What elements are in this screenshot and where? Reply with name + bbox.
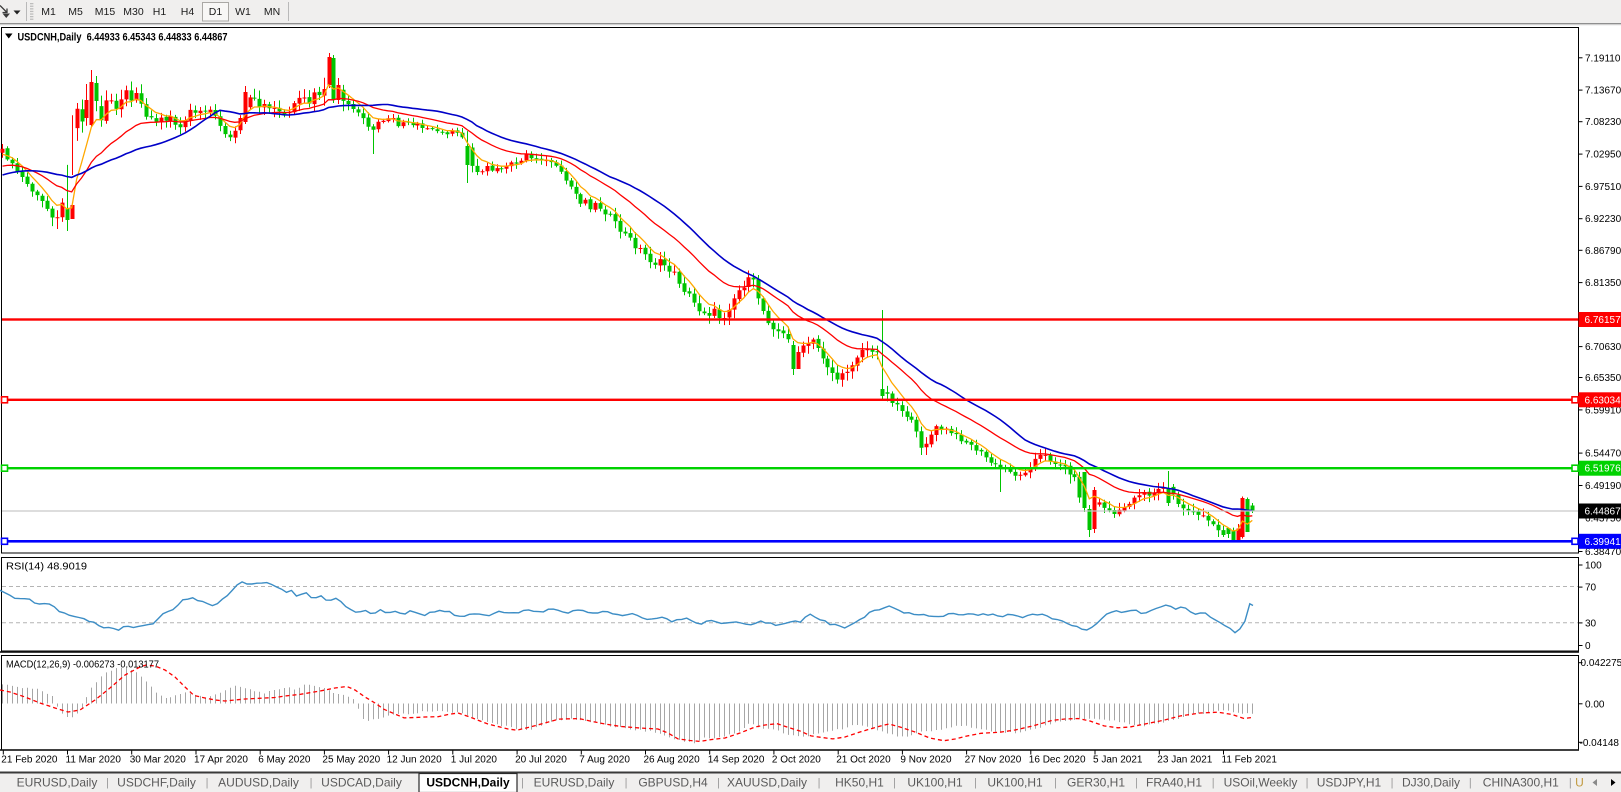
svg-text:1 Jul 2020: 1 Jul 2020 — [451, 755, 498, 766]
svg-text:21 Oct 2020: 21 Oct 2020 — [836, 755, 891, 766]
svg-text:6.63034: 6.63034 — [1585, 395, 1621, 406]
svg-text:M15: M15 — [95, 6, 116, 18]
svg-text:9 Nov 2020: 9 Nov 2020 — [900, 755, 952, 766]
svg-text:70: 70 — [1585, 583, 1597, 594]
svg-text:6.76157: 6.76157 — [1585, 315, 1621, 326]
svg-text:|: | — [206, 777, 209, 789]
svg-text:12 Jun 2020: 12 Jun 2020 — [387, 755, 442, 766]
svg-text:USDCNH,Daily 6.44933 6.45343: USDCNH,Daily 6.44933 6.45343 6.44833 6.4… — [18, 32, 228, 44]
svg-text:6.81350: 6.81350 — [1585, 278, 1621, 289]
svg-text:7.19110: 7.19110 — [1585, 53, 1621, 64]
svg-text:6.54470: 6.54470 — [1585, 449, 1621, 460]
svg-text:M1: M1 — [41, 6, 56, 18]
svg-text:XAUUSD,Daily: XAUUSD,Daily — [727, 776, 807, 790]
svg-text:6.86790: 6.86790 — [1585, 246, 1621, 257]
svg-text:|: | — [106, 777, 109, 789]
svg-text:|: | — [1135, 777, 1138, 789]
svg-text:6.97510: 6.97510 — [1585, 182, 1621, 193]
svg-text:USDCHF,Daily: USDCHF,Daily — [117, 776, 196, 790]
svg-text:GBPUSD,H4: GBPUSD,H4 — [638, 776, 708, 790]
svg-text:USDCAD,Daily: USDCAD,Daily — [321, 776, 402, 790]
svg-text:DJ30,Daily: DJ30,Daily — [1402, 776, 1460, 790]
svg-text:-0.04148: -0.04148 — [1580, 738, 1620, 749]
svg-text:6.51976: 6.51976 — [1585, 464, 1621, 475]
svg-text:|: | — [1391, 777, 1394, 789]
svg-text:|: | — [521, 777, 524, 789]
svg-text:EURUSD,Daily: EURUSD,Daily — [17, 776, 98, 790]
svg-text:6.49190: 6.49190 — [1585, 481, 1621, 492]
svg-text:AUDUSD,Daily: AUDUSD,Daily — [218, 776, 299, 790]
svg-text:2 Oct 2020: 2 Oct 2020 — [772, 755, 821, 766]
svg-text:0: 0 — [1585, 641, 1591, 652]
svg-text:|: | — [1569, 777, 1572, 789]
svg-text:6.59910: 6.59910 — [1585, 405, 1621, 416]
svg-text:100: 100 — [1585, 561, 1602, 572]
svg-text:16 Dec 2020: 16 Dec 2020 — [1029, 755, 1086, 766]
svg-text:6 May 2020: 6 May 2020 — [258, 755, 311, 766]
svg-text:7.02950: 7.02950 — [1585, 150, 1621, 161]
svg-text:20 Jul 2020: 20 Jul 2020 — [515, 755, 567, 766]
svg-text:W1: W1 — [235, 6, 251, 18]
svg-text:|: | — [717, 777, 720, 789]
svg-text:RSI(14) 48.9019: RSI(14) 48.9019 — [6, 562, 87, 573]
svg-text:H1: H1 — [153, 6, 167, 18]
svg-text:0.042275: 0.042275 — [1581, 658, 1621, 669]
svg-text:0.00: 0.00 — [1585, 699, 1605, 710]
svg-text:30 Mar 2020: 30 Mar 2020 — [130, 755, 187, 766]
svg-text:25 May 2020: 25 May 2020 — [322, 755, 380, 766]
svg-text:CHINA300,H1: CHINA300,H1 — [1483, 776, 1559, 790]
svg-text:|: | — [893, 777, 896, 789]
svg-text:U: U — [1575, 776, 1584, 790]
svg-text:HK50,H1: HK50,H1 — [835, 776, 884, 790]
svg-text:23 Jan 2021: 23 Jan 2021 — [1157, 755, 1212, 766]
svg-text:30: 30 — [1585, 618, 1597, 629]
svg-text:|: | — [1469, 777, 1472, 789]
svg-text:FRA40,H1: FRA40,H1 — [1146, 776, 1202, 790]
svg-text:|: | — [818, 777, 821, 789]
svg-text:21 Feb 2020: 21 Feb 2020 — [1, 755, 58, 766]
svg-text:D1: D1 — [209, 6, 223, 18]
svg-text:6.92230: 6.92230 — [1585, 214, 1621, 225]
svg-text:H4: H4 — [181, 6, 195, 18]
svg-text:7 Aug 2020: 7 Aug 2020 — [579, 755, 630, 766]
svg-text:|: | — [625, 777, 628, 789]
svg-text:|: | — [310, 777, 313, 789]
svg-text:|: | — [1306, 777, 1309, 789]
svg-text:11 Feb 2021: 11 Feb 2021 — [1222, 755, 1278, 766]
svg-text:|: | — [1054, 777, 1057, 789]
svg-text:7.08230: 7.08230 — [1585, 117, 1621, 128]
svg-text:5 Jan 2021: 5 Jan 2021 — [1093, 755, 1143, 766]
svg-text:UK100,H1: UK100,H1 — [907, 776, 963, 790]
svg-text:6.65350: 6.65350 — [1585, 373, 1621, 384]
svg-text:6.38470: 6.38470 — [1585, 547, 1621, 558]
svg-text:USDCNH,Daily: USDCNH,Daily — [426, 776, 510, 790]
svg-text:USDJPY,H1: USDJPY,H1 — [1317, 776, 1382, 790]
svg-text:MACD(12,26,9) -0.006273 -0.013: MACD(12,26,9) -0.006273 -0.013177 — [6, 660, 159, 671]
svg-text:27 Nov 2020: 27 Nov 2020 — [965, 755, 1022, 766]
svg-text:14 Sep 2020: 14 Sep 2020 — [708, 755, 765, 766]
svg-text:6.44867: 6.44867 — [1585, 507, 1621, 518]
svg-text:EURUSD,Daily: EURUSD,Daily — [534, 776, 615, 790]
svg-text:|: | — [974, 777, 977, 789]
svg-text:6.39941: 6.39941 — [1585, 537, 1621, 548]
svg-text:UK100,H1: UK100,H1 — [987, 776, 1043, 790]
svg-text:|: | — [1212, 777, 1215, 789]
svg-text:6.43750: 6.43750 — [1585, 514, 1621, 525]
svg-text:26 Aug 2020: 26 Aug 2020 — [644, 755, 701, 766]
svg-text:6.70630: 6.70630 — [1585, 342, 1621, 353]
svg-text:17 Apr 2020: 17 Apr 2020 — [194, 755, 248, 766]
svg-text:USOil,Weekly: USOil,Weekly — [1224, 776, 1298, 790]
svg-text:7.13670: 7.13670 — [1585, 86, 1621, 97]
svg-text:M30: M30 — [123, 6, 144, 18]
svg-text:MN: MN — [264, 6, 280, 18]
svg-text:11 Mar 2020: 11 Mar 2020 — [66, 755, 122, 766]
svg-text:GER30,H1: GER30,H1 — [1067, 776, 1125, 790]
svg-text:M5: M5 — [68, 6, 83, 18]
